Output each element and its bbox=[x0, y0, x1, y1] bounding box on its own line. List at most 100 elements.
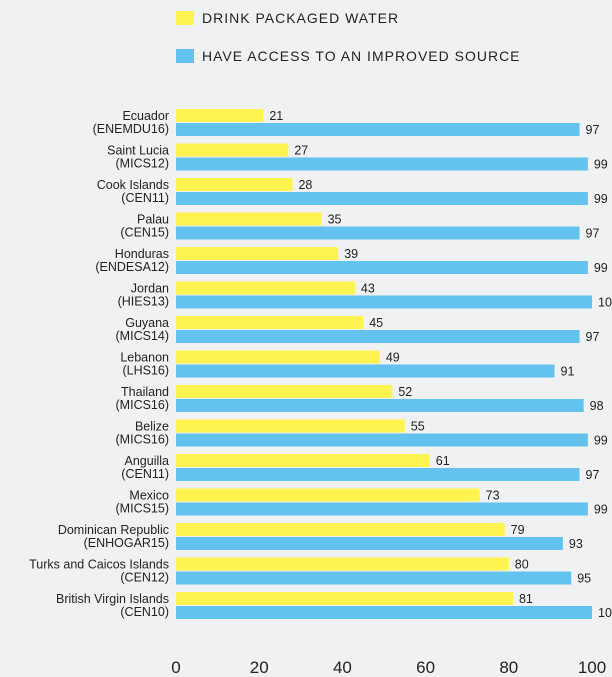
data-label-improved: 100 bbox=[598, 606, 612, 620]
bar-improved-source bbox=[176, 468, 580, 481]
bar-improved-source bbox=[176, 606, 592, 619]
bar-packaged-water bbox=[176, 557, 509, 571]
data-label-packaged: 81 bbox=[519, 592, 533, 606]
bar-packaged-water bbox=[176, 247, 339, 260]
bar-packaged-water bbox=[176, 488, 480, 502]
data-label-packaged: 21 bbox=[269, 109, 283, 123]
data-label-packaged: 61 bbox=[436, 454, 450, 468]
category-source-label: (ENDESA12) bbox=[95, 260, 169, 274]
data-label-packaged: 27 bbox=[294, 144, 308, 158]
category-source-label: (CEN11) bbox=[121, 191, 169, 205]
category-label: Honduras bbox=[115, 247, 169, 261]
category-label: Palau bbox=[137, 213, 169, 227]
category-source-label: (CEN10) bbox=[120, 605, 169, 619]
bar-packaged-water bbox=[176, 212, 322, 226]
data-label-packaged: 79 bbox=[511, 523, 525, 537]
category-label: Jordan bbox=[131, 282, 169, 296]
bar-packaged-water bbox=[176, 523, 505, 536]
category-source-label: (MICS14) bbox=[116, 329, 169, 343]
data-label-packaged: 73 bbox=[486, 489, 500, 503]
category-source-label: (CEN11) bbox=[121, 467, 169, 481]
data-label-improved: 98 bbox=[590, 399, 604, 413]
category-label: Cook Islands bbox=[97, 178, 169, 192]
data-label-improved: 97 bbox=[586, 227, 600, 241]
data-label-improved: 99 bbox=[594, 158, 608, 172]
bar-packaged-water bbox=[176, 316, 364, 329]
category-label: Mexico bbox=[129, 489, 169, 503]
legend-item-packaged: DRINK PACKAGED WATER bbox=[176, 8, 521, 28]
category-label: Ecuador bbox=[122, 109, 169, 123]
x-tick-label: 20 bbox=[250, 658, 269, 677]
legend-swatch-packaged bbox=[176, 11, 194, 25]
category-label: Turks and Caicos Islands bbox=[29, 558, 169, 572]
bar-improved-source bbox=[176, 226, 580, 240]
category-source-label: (ENHOGAR15) bbox=[84, 536, 169, 550]
bar-improved-source bbox=[176, 261, 588, 274]
x-tick-label: 0 bbox=[171, 658, 180, 677]
category-source-label: (MICS12) bbox=[116, 157, 169, 171]
bar-improved-source bbox=[176, 571, 572, 585]
category-source-label: (MICS16) bbox=[116, 433, 169, 447]
category-label: Belize bbox=[135, 420, 169, 434]
data-label-improved: 99 bbox=[594, 192, 608, 206]
data-label-improved: 93 bbox=[569, 537, 583, 551]
category-label: Dominican Republic bbox=[58, 523, 169, 537]
data-label-packaged: 49 bbox=[386, 351, 400, 365]
data-label-packaged: 43 bbox=[361, 282, 375, 296]
x-tick-label: 100 bbox=[578, 658, 606, 677]
bar-packaged-water bbox=[176, 109, 264, 122]
bar-improved-source bbox=[176, 433, 588, 447]
bar-improved-source bbox=[176, 295, 592, 309]
category-label: Guyana bbox=[125, 316, 169, 330]
legend-label-improved: HAVE ACCESS TO AN IMPROVED SOURCE bbox=[202, 48, 521, 64]
category-source-label: (MICS16) bbox=[116, 398, 169, 412]
bar-improved-source bbox=[176, 330, 580, 343]
bar-packaged-water bbox=[176, 419, 405, 433]
data-label-packaged: 45 bbox=[369, 316, 383, 330]
x-tick-label: 80 bbox=[499, 658, 518, 677]
bar-packaged-water bbox=[176, 385, 393, 398]
category-source-label: (HIES13) bbox=[118, 295, 169, 309]
data-label-packaged: 80 bbox=[515, 558, 529, 572]
x-tick-label: 60 bbox=[416, 658, 435, 677]
category-source-label: (ENEMDU16) bbox=[93, 122, 169, 136]
category-label: Lebanon bbox=[120, 351, 169, 365]
data-label-improved: 91 bbox=[561, 365, 575, 379]
category-label: Thailand bbox=[121, 385, 169, 399]
data-label-improved: 99 bbox=[594, 434, 608, 448]
bar-improved-source bbox=[176, 537, 563, 550]
data-label-improved: 97 bbox=[586, 123, 600, 137]
data-label-improved: 99 bbox=[594, 503, 608, 517]
category-label: Anguilla bbox=[125, 454, 170, 468]
bar-packaged-water bbox=[176, 454, 430, 467]
bar-packaged-water bbox=[176, 178, 293, 191]
data-label-improved: 97 bbox=[586, 330, 600, 344]
category-source-label: (LHS16) bbox=[122, 364, 169, 378]
bar-improved-source bbox=[176, 157, 588, 171]
category-source-label: (CEN12) bbox=[120, 571, 169, 585]
data-label-improved: 99 bbox=[594, 261, 608, 275]
data-label-packaged: 28 bbox=[298, 178, 312, 192]
data-label-improved: 100 bbox=[598, 296, 612, 310]
category-label: British Virgin Islands bbox=[56, 592, 169, 606]
bar-packaged-water bbox=[176, 350, 380, 364]
bar-packaged-water bbox=[176, 143, 289, 157]
bar-improved-source bbox=[176, 502, 588, 516]
x-tick-label: 40 bbox=[333, 658, 352, 677]
legend-item-improved: HAVE ACCESS TO AN IMPROVED SOURCE bbox=[176, 46, 521, 66]
data-label-improved: 95 bbox=[577, 572, 591, 586]
data-label-improved: 97 bbox=[586, 468, 600, 482]
data-label-packaged: 35 bbox=[328, 213, 342, 227]
bar-packaged-water bbox=[176, 592, 513, 605]
data-label-packaged: 52 bbox=[398, 385, 412, 399]
data-label-packaged: 39 bbox=[344, 247, 358, 261]
bar-packaged-water bbox=[176, 281, 355, 295]
legend-label-packaged: DRINK PACKAGED WATER bbox=[202, 10, 400, 26]
legend-swatch-improved bbox=[176, 49, 194, 63]
category-label: Saint Lucia bbox=[107, 144, 169, 158]
legend: DRINK PACKAGED WATER HAVE ACCESS TO AN I… bbox=[176, 8, 521, 84]
bar-improved-source bbox=[176, 123, 580, 136]
data-label-packaged: 55 bbox=[411, 420, 425, 434]
category-source-label: (MICS15) bbox=[116, 502, 169, 516]
